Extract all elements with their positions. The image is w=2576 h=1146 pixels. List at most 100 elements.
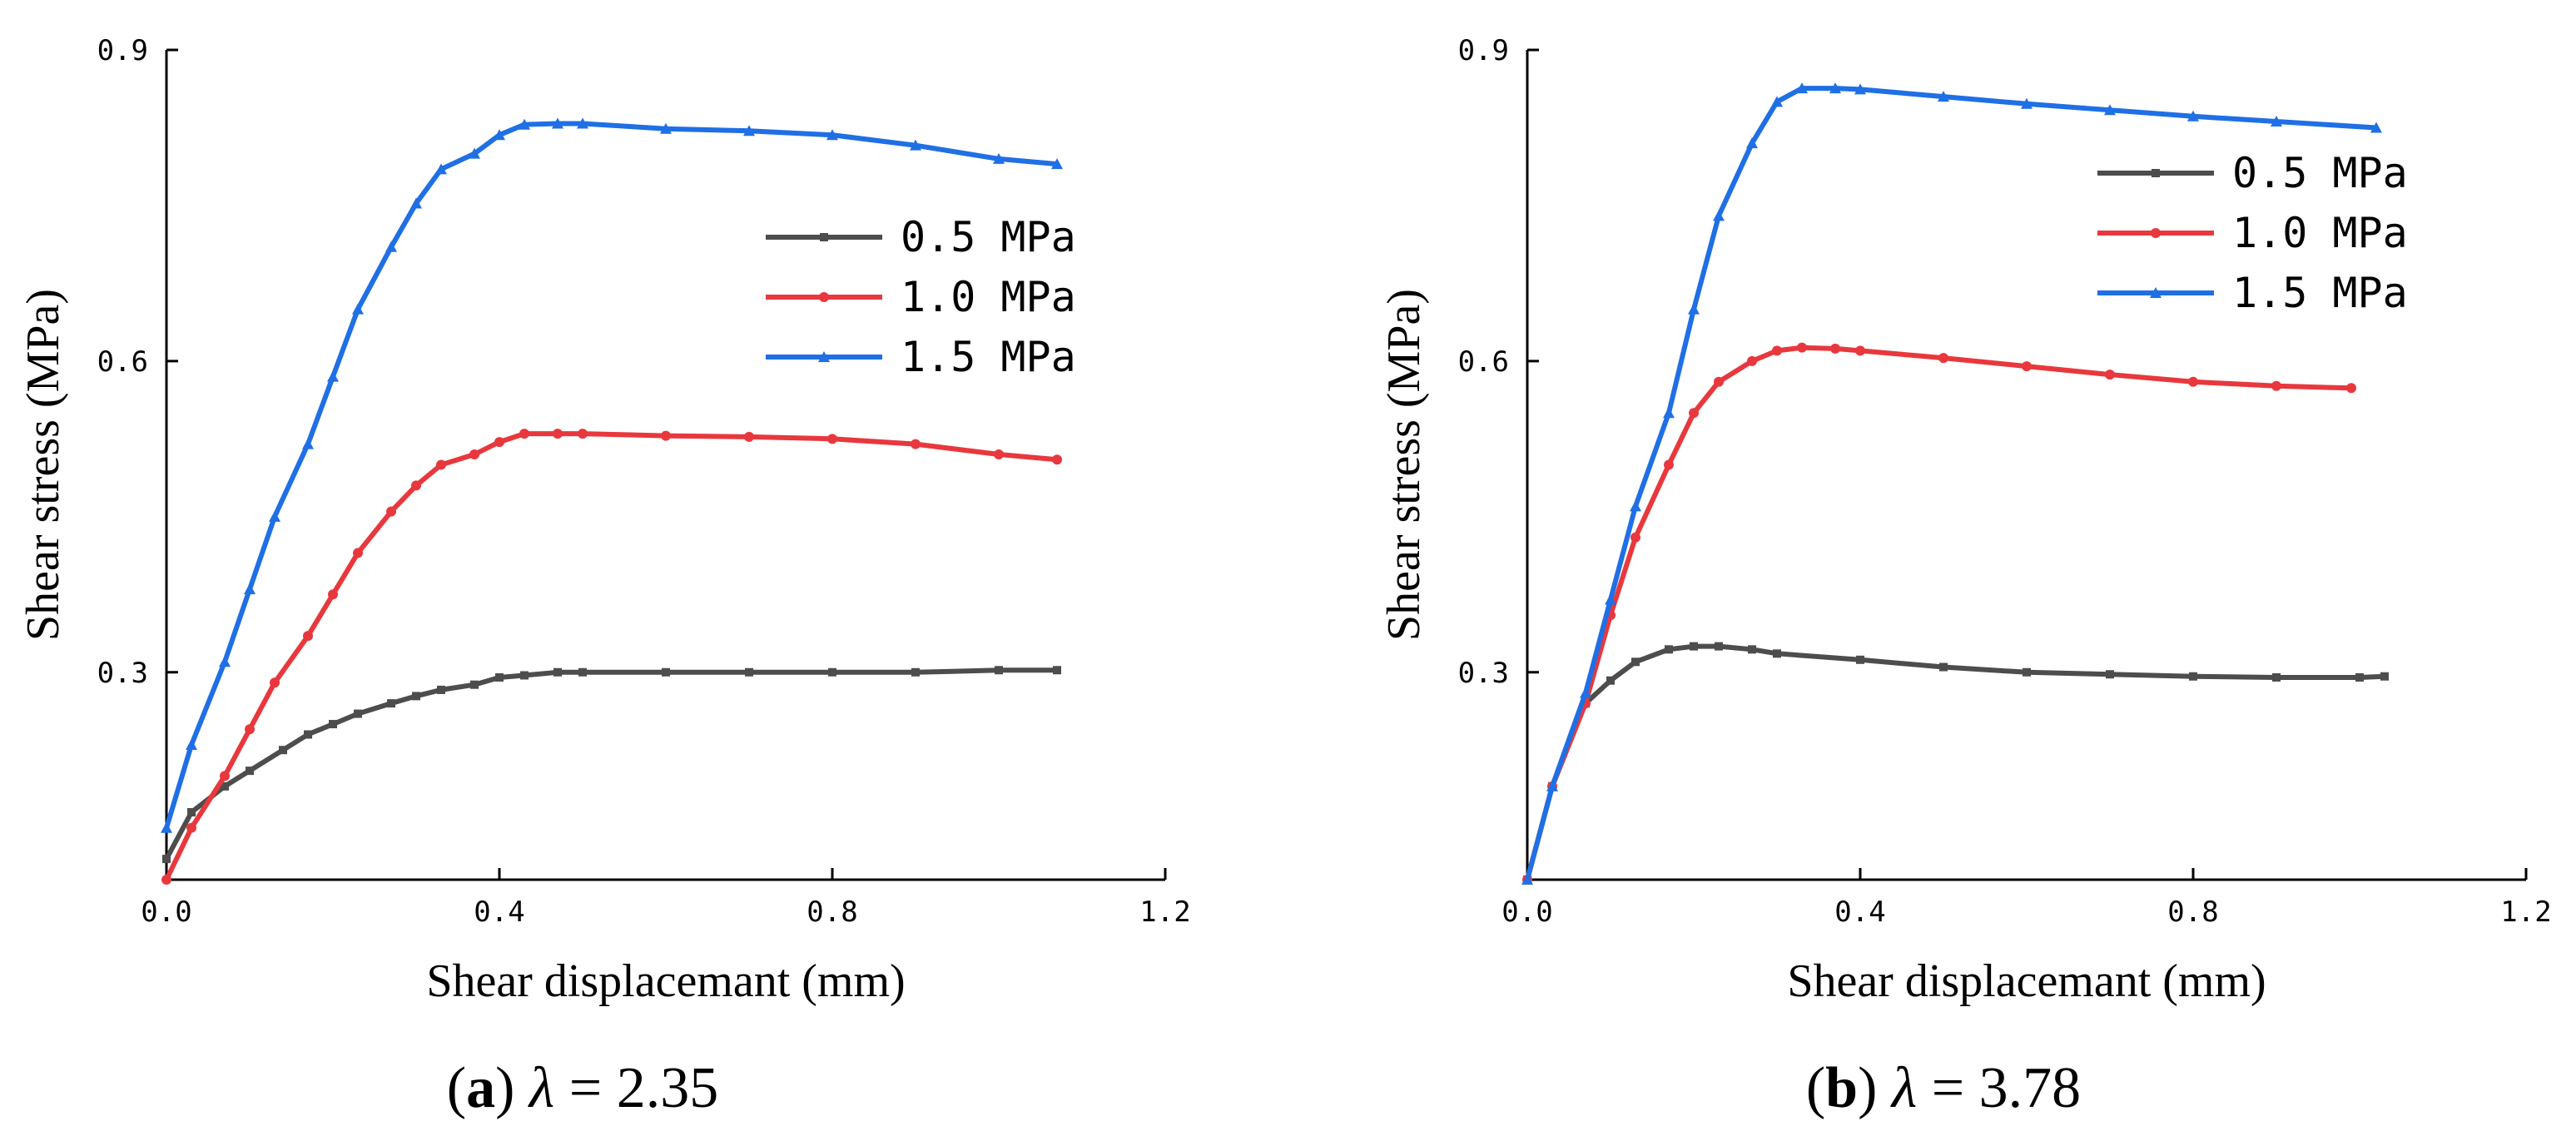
- data-point: [1747, 355, 1757, 366]
- data-point: [1939, 662, 1948, 672]
- data-point: [494, 129, 505, 141]
- data-point: [2105, 370, 2115, 380]
- x-tick-label: 1.2: [2500, 895, 2551, 929]
- legend-swatch-marker: [2150, 287, 2162, 298]
- data-point: [743, 125, 755, 136]
- data-point: [279, 746, 287, 755]
- chart-panel-a: 0.0 0.4 0.8 1.2 0.3 0.6 0.9 Shear displacemant …: [17, 34, 1191, 1120]
- data-point: [470, 680, 479, 689]
- x-axis-title: Shear displacemant (mm): [426, 955, 905, 1007]
- data-point: [186, 822, 196, 833]
- legend-swatch-marker: [2152, 169, 2160, 177]
- data-point: [186, 738, 197, 750]
- data-point: [662, 667, 670, 677]
- data-point: [1690, 642, 1698, 651]
- chart-panel-b: 0.0 0.4 0.8 1.2 0.3 0.6 0.9 Shear displacemant …: [1378, 34, 2552, 1120]
- data-point: [1688, 303, 1700, 315]
- legend-item: 0.5 MPa: [2097, 149, 2408, 197]
- x-tick-label: 0.8: [807, 895, 857, 929]
- y-tick-label: 0.3: [1458, 657, 1509, 690]
- data-point: [303, 631, 313, 642]
- legend-label: 0.5 MPa: [2232, 149, 2408, 197]
- x-tick-label: 0.8: [2167, 895, 2218, 929]
- data-point: [1606, 676, 1615, 685]
- data-point: [1771, 96, 1783, 107]
- data-point: [436, 459, 446, 470]
- data-point: [1521, 874, 1533, 885]
- data-point: [2370, 122, 2382, 133]
- legend-label: 1.0 MPa: [901, 273, 1076, 321]
- data-point: [437, 685, 445, 694]
- legend-label: 1.5 MPa: [901, 333, 1076, 381]
- data-point: [552, 117, 563, 129]
- series-15MPa: [161, 117, 1063, 833]
- caption-value: = 3.78: [1917, 1056, 2081, 1120]
- data-point: [661, 430, 671, 441]
- data-point: [1856, 655, 1864, 664]
- legend-label: 1.0 MPa: [2232, 209, 2408, 257]
- data-point: [826, 129, 838, 141]
- data-point: [2023, 667, 2031, 677]
- data-point: [1051, 158, 1063, 170]
- data-point: [827, 434, 837, 444]
- series-line: [164, 431, 1060, 882]
- data-point: [553, 429, 563, 439]
- data-point: [161, 875, 171, 885]
- data-point: [2104, 104, 2116, 116]
- data-point: [2346, 383, 2356, 394]
- data-point: [1689, 408, 1699, 419]
- y-axis-title: Shear stress (MPa): [17, 289, 69, 641]
- data-point: [269, 510, 280, 522]
- data-point: [387, 699, 395, 708]
- data-point: [1796, 82, 1808, 94]
- data-point: [1797, 342, 1807, 353]
- data-point: [994, 449, 1004, 460]
- data-point: [520, 671, 529, 680]
- data-point: [1748, 645, 1756, 654]
- data-point: [2022, 361, 2032, 372]
- data-point: [187, 807, 196, 816]
- data-point: [1829, 82, 1841, 94]
- data-point: [161, 821, 172, 833]
- legend-item: 1.5 MPa: [2097, 269, 2408, 317]
- data-point: [660, 122, 672, 134]
- legend-label: 0.5 MPa: [901, 213, 1076, 261]
- data-point: [2021, 97, 2033, 109]
- legend-item: 1.0 MPa: [2097, 209, 2408, 257]
- x-tick-label: 0.4: [1834, 895, 1885, 929]
- data-point: [221, 781, 229, 791]
- data-point: [1053, 666, 1061, 675]
- data-point: [411, 480, 421, 491]
- data-point: [1631, 657, 1640, 667]
- data-point: [995, 666, 1003, 675]
- data-point: [578, 667, 587, 677]
- data-point: [410, 197, 422, 209]
- data-point: [553, 667, 562, 677]
- data-point: [2272, 672, 2281, 682]
- data-point: [1773, 649, 1781, 658]
- data-point: [1714, 376, 1724, 387]
- data-point: [327, 370, 339, 382]
- data-point: [2271, 115, 2282, 127]
- y-tick-label: 0.9: [97, 34, 148, 67]
- x-tick-label: 0.0: [1501, 895, 1552, 929]
- data-point: [1938, 353, 1948, 364]
- legend-item: 0.5 MPa: [766, 213, 1076, 261]
- legend-swatch-marker: [818, 351, 830, 362]
- y-tick-label: 0.9: [1458, 34, 1509, 67]
- series-10MPa: [161, 429, 1062, 885]
- data-point: [1713, 210, 1725, 221]
- data-point: [828, 667, 836, 677]
- data-point: [246, 766, 254, 776]
- data-point: [1715, 642, 1723, 651]
- data-point: [270, 677, 280, 688]
- caption-symbol: λ: [1890, 1056, 1917, 1120]
- caption-value: = 2.35: [554, 1056, 718, 1120]
- legend-item: 1.5 MPa: [766, 333, 1076, 381]
- caption-letter: b: [1825, 1056, 1858, 1120]
- data-point: [2106, 670, 2114, 679]
- data-point: [2355, 672, 2364, 682]
- legend-item: 1.0 MPa: [766, 273, 1076, 321]
- data-point: [911, 439, 921, 449]
